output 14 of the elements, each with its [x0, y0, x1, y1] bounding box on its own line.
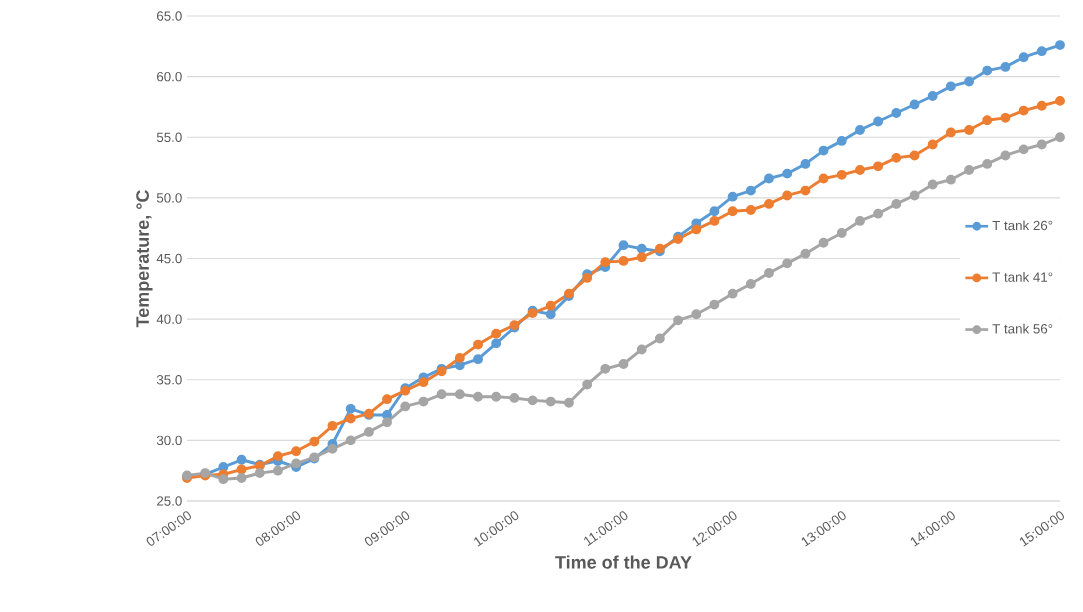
legend-label: T tank 41° [992, 272, 1053, 282]
y-tick-label: 25.0 [157, 496, 182, 506]
y-tick-label: 30.0 [156, 435, 182, 446]
y-tick-label: 55.0 [156, 132, 182, 142]
y-tick-label: 65.0 [157, 11, 182, 21]
legend-label: T tank 56° [992, 323, 1053, 334]
y-tick-label: 45.0 [156, 253, 182, 264]
y-tick-label: 50.0 [156, 193, 182, 203]
legend-label: T tank 26° [992, 220, 1053, 231]
y-axis-title: Temperature, °C [136, 190, 153, 328]
y-tick-label: 40.0 [156, 314, 182, 324]
y-tick-label: 35.0 [156, 375, 182, 385]
y-tick-label: 60.0 [157, 71, 182, 82]
x-axis-title: Time of the DAY [555, 555, 692, 569]
